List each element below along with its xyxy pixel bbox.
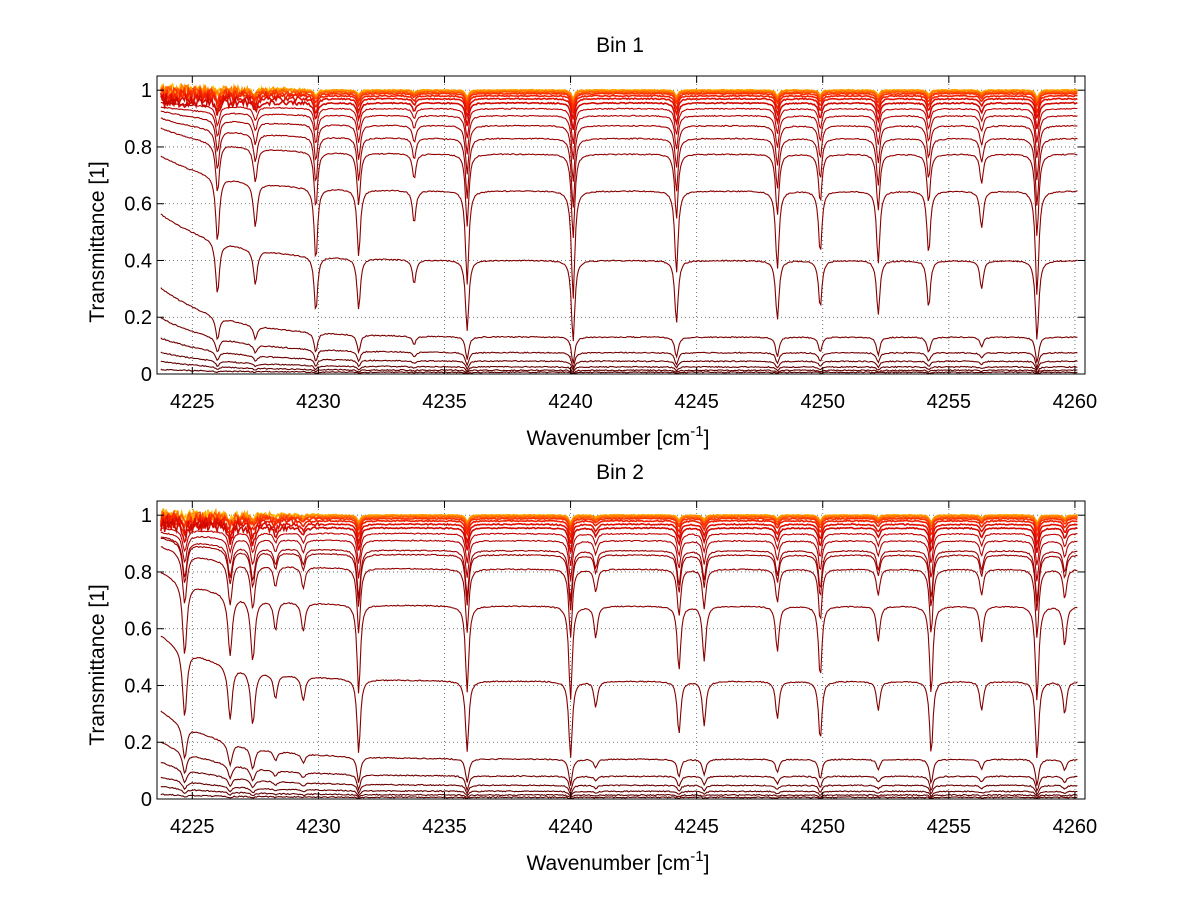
x-tick-label: 4235	[422, 816, 467, 838]
x-tick-label: 4235	[422, 391, 467, 413]
series-line	[160, 513, 1078, 547]
series-line	[160, 287, 1078, 364]
series-line	[160, 110, 1078, 182]
y-tick-label: 0.4	[124, 250, 152, 272]
y-tick-label: 0.6	[124, 619, 152, 641]
series-line	[160, 776, 1078, 798]
series-line	[160, 527, 1078, 566]
series-line	[160, 93, 1078, 131]
y-tick-label: 0.2	[124, 732, 152, 754]
series-line	[160, 536, 1078, 602]
y-tick-label: 0.6	[124, 194, 152, 216]
x-tick-label: 4225	[170, 816, 215, 838]
x-tick-label: 4250	[800, 816, 845, 838]
y-axis-label: Transmittance [1]	[86, 161, 109, 322]
series-line	[160, 155, 1078, 299]
series-line	[160, 360, 1078, 374]
series-line	[160, 793, 1078, 800]
series-line	[160, 762, 1078, 797]
series-line	[160, 117, 1078, 208]
series-line	[160, 86, 1078, 111]
chart-title: Bin 2	[596, 461, 644, 484]
series-line	[160, 213, 1078, 342]
y-axis-label: Transmittance [1]	[86, 584, 109, 745]
series-line	[160, 710, 1078, 786]
y-tick-label: 0.4	[124, 675, 152, 697]
x-tick-label: 4260	[1053, 391, 1098, 413]
series-line	[160, 513, 1078, 540]
series-group	[160, 82, 1078, 375]
series-line	[160, 509, 1078, 533]
x-tick-label: 4230	[296, 391, 341, 413]
y-tick-label: 0.2	[124, 307, 152, 329]
series-line	[160, 531, 1078, 582]
x-tick-label: 4230	[296, 816, 341, 838]
series-line	[160, 82, 1078, 103]
y-tick-label: 0.8	[124, 562, 152, 584]
x-tick-label: 4225	[170, 391, 215, 413]
axes-box	[156, 75, 1086, 375]
y-tick-label: 0.8	[124, 137, 152, 159]
x-tick-label: 4255	[927, 816, 972, 838]
series-line	[160, 88, 1078, 115]
series-group	[160, 507, 1078, 800]
series-line	[160, 102, 1078, 144]
chart-title: Bin 1	[596, 34, 644, 57]
y-tick-label: 0	[141, 789, 152, 811]
x-ticks: 4225 4230 4235 4240 4245 4250 4255 4260	[170, 76, 1097, 413]
series-line	[160, 337, 1078, 372]
x-tick-label: 4240	[548, 391, 593, 413]
series-line	[160, 546, 1078, 638]
y-ticks: 0 0.2 0.4 0.6 0.8 1	[124, 505, 1085, 811]
series-line	[160, 127, 1078, 239]
chart-bin-2: Bin 2 4225 4230 4235 4240 4245 4250 4255 4260 0…	[86, 461, 1097, 875]
y-tick-label: 0	[141, 364, 152, 386]
y-ticks: 0 0.2 0.4 0.6 0.8 1	[124, 80, 1085, 386]
series-line	[160, 786, 1078, 799]
y-tick-label: 1	[141, 80, 152, 102]
axes-box	[156, 500, 1086, 800]
x-tick-label: 4245	[674, 391, 719, 413]
series-line	[160, 351, 1078, 374]
series-line	[160, 741, 1078, 793]
x-tick-label: 4260	[1053, 816, 1098, 838]
x-axis-label: Wavenumber [cm-1]	[527, 848, 710, 875]
x-tick-label: 4245	[674, 816, 719, 838]
series-line	[160, 106, 1078, 160]
y-tick-label: 1	[141, 505, 152, 527]
series-line	[160, 91, 1078, 120]
series-line	[160, 635, 1078, 759]
grid	[157, 76, 1085, 374]
series-line	[160, 572, 1078, 701]
chart-bin-1: Bin 1 4225 4230 4235 4240 4245 4250 4255 4260 0…	[86, 34, 1097, 450]
series-line	[160, 368, 1078, 375]
series-line	[160, 537, 1078, 611]
x-tick-label: 4240	[548, 816, 593, 838]
x-ticks: 4225 4230 4235 4240 4245 4250 4255 4260	[170, 501, 1097, 838]
x-tick-label: 4255	[927, 391, 972, 413]
x-axis-label: Wavenumber [cm-1]	[527, 423, 710, 450]
series-line	[160, 317, 1078, 371]
x-tick-label: 4250	[800, 391, 845, 413]
series-line	[160, 519, 1078, 553]
